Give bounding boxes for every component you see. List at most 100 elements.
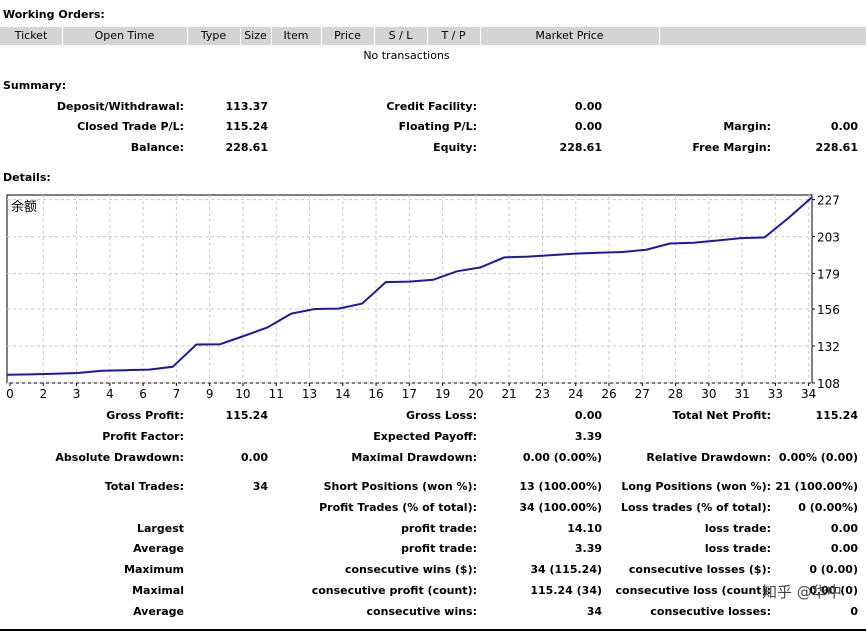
stat-value: 0.00 (0) bbox=[809, 584, 858, 597]
stat-label: loss trade: bbox=[704, 522, 771, 535]
x-tick-label: 34 bbox=[801, 387, 816, 401]
x-tick-label: 7 bbox=[173, 387, 181, 401]
column-header-open-time[interactable]: Open Time bbox=[62, 27, 188, 45]
balance-series-line bbox=[6, 196, 813, 376]
stat-value: 0.00 bbox=[830, 522, 858, 535]
orders-table-header: Ticket Open Time Type Size Item Price S … bbox=[0, 27, 866, 45]
x-tick-label: 26 bbox=[601, 387, 616, 401]
balance-chart: 0 2 3 4 6 7 9 10 11 13 14 16 17 19 20 21 23 24 26 27 28 30 31 3… bbox=[6, 194, 840, 401]
x-tick-label: 3 bbox=[73, 387, 81, 401]
x-tick-label: 6 bbox=[139, 387, 147, 401]
stat-label: profit trade: bbox=[401, 542, 477, 555]
summary-value: 228.61 bbox=[815, 141, 858, 154]
stat-value: 0.00 (0.00%) bbox=[522, 451, 602, 464]
summary-label: Margin: bbox=[723, 120, 771, 133]
y-tick-label: 203 bbox=[817, 231, 840, 245]
stat-value: 0 (0.00) bbox=[809, 563, 858, 576]
summary-label: Free Margin: bbox=[692, 141, 771, 154]
stat-label: Gross Profit: bbox=[106, 409, 184, 422]
stat-label: Short Positions (won %): bbox=[323, 480, 477, 493]
x-tick-label: 9 bbox=[206, 387, 214, 401]
stat-label: profit trade: bbox=[401, 522, 477, 535]
y-tick-label: 179 bbox=[817, 268, 840, 282]
x-tick-label: 23 bbox=[535, 387, 550, 401]
summary-value: 0.00 bbox=[574, 100, 602, 113]
stat-label: consecutive wins: bbox=[366, 605, 477, 618]
y-tick-label: 156 bbox=[817, 303, 840, 317]
stat-label: Long Positions (won %): bbox=[621, 480, 771, 493]
column-header-sl[interactable]: S / L bbox=[374, 27, 428, 45]
stat-label: Maximal Drawdown: bbox=[351, 451, 477, 464]
stat-value: 0 (0.00%) bbox=[798, 501, 858, 514]
summary-value: 115.24 bbox=[225, 120, 268, 133]
summary-value: 0.00 bbox=[574, 120, 602, 133]
stat-label: Average bbox=[133, 542, 184, 555]
column-header-tp[interactable]: T / P bbox=[427, 27, 481, 45]
column-header-empty[interactable] bbox=[659, 27, 865, 45]
column-header-size[interactable]: Size bbox=[240, 27, 272, 45]
stat-label: consecutive losses: bbox=[650, 605, 771, 618]
summary-label: Deposit/Withdrawal: bbox=[56, 100, 184, 113]
x-tick-label: 11 bbox=[269, 387, 284, 401]
x-tick-label: 33 bbox=[768, 387, 783, 401]
summary-label: Balance: bbox=[130, 141, 184, 154]
x-tick-label: 14 bbox=[335, 387, 350, 401]
x-tick-label: 27 bbox=[635, 387, 650, 401]
column-header-item[interactable]: Item bbox=[271, 27, 322, 45]
chart-title: 余额 bbox=[11, 199, 37, 215]
stat-label: consecutive wins ($): bbox=[344, 563, 477, 576]
stat-value: 0.00 bbox=[574, 409, 602, 422]
x-tick-label: 4 bbox=[106, 387, 114, 401]
column-header-price[interactable]: Price bbox=[321, 27, 375, 45]
stat-value: 34 bbox=[252, 480, 268, 493]
x-tick-label: 21 bbox=[502, 387, 517, 401]
summary-label: Credit Facility: bbox=[386, 100, 477, 113]
stat-value: 115.24 bbox=[225, 409, 268, 422]
x-tick-label: 30 bbox=[701, 387, 716, 401]
stat-label: Gross Loss: bbox=[406, 409, 477, 422]
summary-label: Equity: bbox=[433, 141, 477, 154]
stat-label: consecutive loss (count): bbox=[615, 584, 771, 597]
y-tick-label: 227 bbox=[817, 194, 840, 208]
column-header-type[interactable]: Type bbox=[187, 27, 241, 45]
details-title: Details: bbox=[3, 171, 51, 184]
x-tick-label: 31 bbox=[734, 387, 749, 401]
stat-label: Profit Factor: bbox=[102, 430, 184, 443]
x-tick-label: 28 bbox=[668, 387, 683, 401]
x-tick-label: 16 bbox=[368, 387, 383, 401]
stat-label: Average bbox=[133, 605, 184, 618]
x-tick-label: 0 bbox=[6, 387, 14, 401]
stat-value: 21 (100.00%) bbox=[775, 480, 858, 493]
stat-label: Absolute Drawdown: bbox=[55, 451, 184, 464]
column-header-ticket[interactable]: Ticket bbox=[0, 27, 63, 45]
stat-label: consecutive losses ($): bbox=[628, 563, 771, 576]
x-tick-label: 2 bbox=[39, 387, 47, 401]
stat-label: Maximal bbox=[132, 584, 184, 597]
summary-value: 113.37 bbox=[225, 100, 268, 113]
summary-label: Closed Trade P/L: bbox=[77, 120, 184, 133]
y-tick-label: 108 bbox=[817, 377, 840, 391]
stat-label: Largest bbox=[137, 522, 184, 535]
x-tick-label: 24 bbox=[568, 387, 583, 401]
column-header-market-price[interactable]: Market Price bbox=[480, 27, 660, 45]
stat-value: 34 (100.00%) bbox=[519, 501, 602, 514]
stat-value: 0 bbox=[850, 605, 858, 618]
stat-value: 0.00 bbox=[830, 542, 858, 555]
x-tick-label: 20 bbox=[468, 387, 483, 401]
stat-value: 3.39 bbox=[574, 430, 602, 443]
stat-value: 14.10 bbox=[567, 522, 602, 535]
no-transactions-text: No transactions bbox=[363, 49, 450, 62]
summary-value: 0.00 bbox=[830, 120, 858, 133]
x-tick-label: 17 bbox=[402, 387, 417, 401]
summary-label: Floating P/L: bbox=[398, 120, 477, 133]
x-tick-label: 10 bbox=[235, 387, 250, 401]
stat-label: Relative Drawdown: bbox=[646, 451, 771, 464]
stat-value: 0.00% (0.00) bbox=[778, 451, 858, 464]
x-tick-label: 13 bbox=[302, 387, 317, 401]
x-tick-label: 19 bbox=[435, 387, 450, 401]
watermark-text: 知乎 @华中 bbox=[762, 583, 842, 601]
stat-value: 115.24 (34) bbox=[530, 584, 602, 597]
chart-plot-frame bbox=[6, 194, 813, 384]
stat-label: consecutive profit (count): bbox=[311, 584, 477, 597]
working-orders-title: Working Orders: bbox=[3, 8, 105, 21]
